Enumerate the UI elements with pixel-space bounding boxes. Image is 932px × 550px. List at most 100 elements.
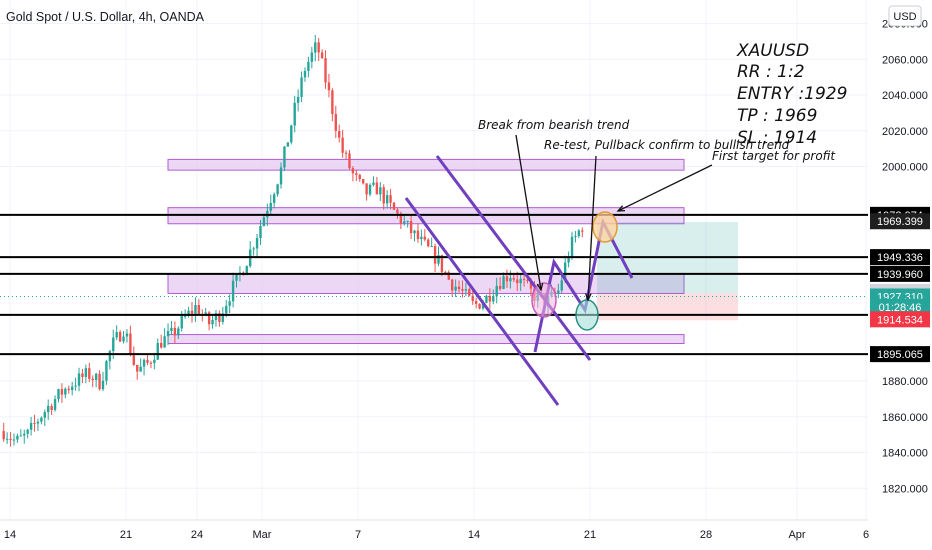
candle-body [389,195,392,203]
channel-upper-line [435,155,592,361]
candle-body [338,130,341,138]
candle-body [5,438,9,440]
candle-body [505,276,509,282]
candle-body [577,230,581,237]
currency-badge-box[interactable] [888,5,922,27]
long-position-tool[interactable] [597,221,738,321]
setup-annotation: XAUUSD RR : 1:2 ENTRY :1929 TP : 1969 SL… [736,41,847,148]
candle-body [468,289,471,296]
price-tag-label: 1914.534 [877,314,923,326]
candle-body [382,187,385,204]
candle-body [368,184,372,195]
candle-body [84,368,88,377]
candle-body [40,417,43,422]
candle-body [307,61,310,71]
price-tick-label: 2000.000 [882,162,928,174]
time-axis-panel[interactable] [0,520,868,550]
candle-body [33,423,36,425]
candle-body [399,213,403,224]
candle-body [327,82,331,91]
candle-body [498,285,502,289]
candle-body [194,305,197,314]
time-tick-label: 7 [355,529,361,541]
candle-body [70,386,74,390]
position-loss-area [597,293,738,321]
candle-body [159,342,163,348]
candle-body [320,52,324,59]
candle-body [557,290,560,294]
candle-body [344,152,348,154]
candle-body [245,266,248,276]
candle-body [409,221,413,234]
candle-body [392,202,396,210]
candle-body [430,246,433,248]
level-tag-box [870,249,930,266]
candle-body [214,313,218,321]
candle-body [529,280,533,289]
candle-body [485,295,488,303]
candle-body [310,52,314,62]
setup-line-tp: TP : 1969 [737,106,817,126]
candle-body [423,236,427,240]
candle-body [115,332,118,338]
setup-line-symbol: XAUUSD [736,41,809,61]
sr-zone [167,158,685,171]
candle-body [197,305,201,315]
price-tag-label: 1969.399 [877,216,923,228]
candle-body [403,221,406,224]
candle-body [502,276,505,289]
level-tag-label: 1895.065 [877,349,923,361]
price-candles [2,34,584,447]
candle-body [351,168,355,174]
candle-body [142,359,146,367]
candle-body [50,405,53,410]
time-tick-label: Apr [788,529,805,541]
candle-body [385,195,389,204]
candle-body [36,421,40,424]
trend-drawings[interactable] [404,134,713,406]
candle-body [365,183,368,195]
price-tick-label: 2060.000 [882,54,928,66]
candle-body [125,333,129,337]
setup-line-entry: ENTRY :1929 [737,84,847,104]
candle-body [481,302,485,309]
candle-body [19,435,23,437]
candle-body [355,173,358,175]
candle-body [129,333,132,355]
candle-body [314,42,317,53]
candle-body [187,310,190,316]
candle-body [153,359,156,364]
sr-zones [167,158,685,345]
break-arrow-head [536,283,544,292]
candle-body [149,362,153,364]
candle-body [122,336,125,342]
time-axis-ticks: 14 21 24 Mar 7 14 21 28 Apr 6 [4,529,869,541]
candle-body [526,279,529,281]
candle-body [136,364,139,372]
candle-body [375,182,379,195]
candle-body [170,327,173,332]
candle-body [396,209,399,214]
price-axis-tags: 1972.9741949.3361939.9601917.0111895.065… [870,206,930,363]
price-axis-ticks: 1820.000 1840.000 1860.000 1880.000 2000.000… [882,19,928,496]
time-tick-label: 14 [468,529,480,541]
candle-body [331,90,334,115]
candle-body [570,236,574,258]
candle-body [67,388,70,390]
candle-body [444,271,447,273]
candle-body [23,433,26,436]
time-tick-label: 14 [4,529,16,541]
candle-body [348,153,351,169]
horizontal-levels[interactable] [0,213,868,356]
candle-body [204,312,207,315]
candle-body [207,312,211,325]
candle-body [16,435,19,440]
candle-body [495,285,498,297]
candle-body [522,278,526,280]
candle-body [290,125,293,143]
level-tag-label: 1939.960 [877,269,923,281]
candle-body [293,102,296,126]
candle-body [139,366,142,372]
candle-body [440,255,444,272]
